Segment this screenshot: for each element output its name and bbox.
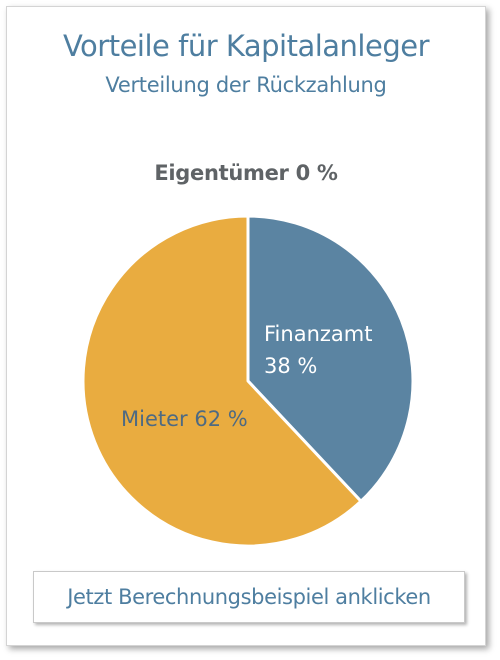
owner-share-label: Eigentümer 0 % (154, 161, 338, 185)
pie-slice-mieter (81, 214, 363, 548)
calculation-example-button[interactable]: Jetzt Berechnungsbeispiel anklicken (33, 571, 465, 623)
page-subtitle: Verteilung der Rückzahlung (105, 73, 387, 97)
pie-slice-finanzamt (246, 214, 415, 503)
pie-chart: Finanzamt 38 % Mieter 62 % (81, 214, 415, 548)
page-title: Vorteile für Kapitalanleger (62, 29, 430, 63)
chart-card: Vorteile für Kapitalanleger Verteilung d… (6, 6, 486, 646)
slice-label-mieter: Mieter 62 % (121, 407, 248, 431)
slice-label-finanzamt-name: Finanzamt (264, 322, 372, 346)
slice-label-finanzamt-value: 38 % (264, 354, 317, 378)
